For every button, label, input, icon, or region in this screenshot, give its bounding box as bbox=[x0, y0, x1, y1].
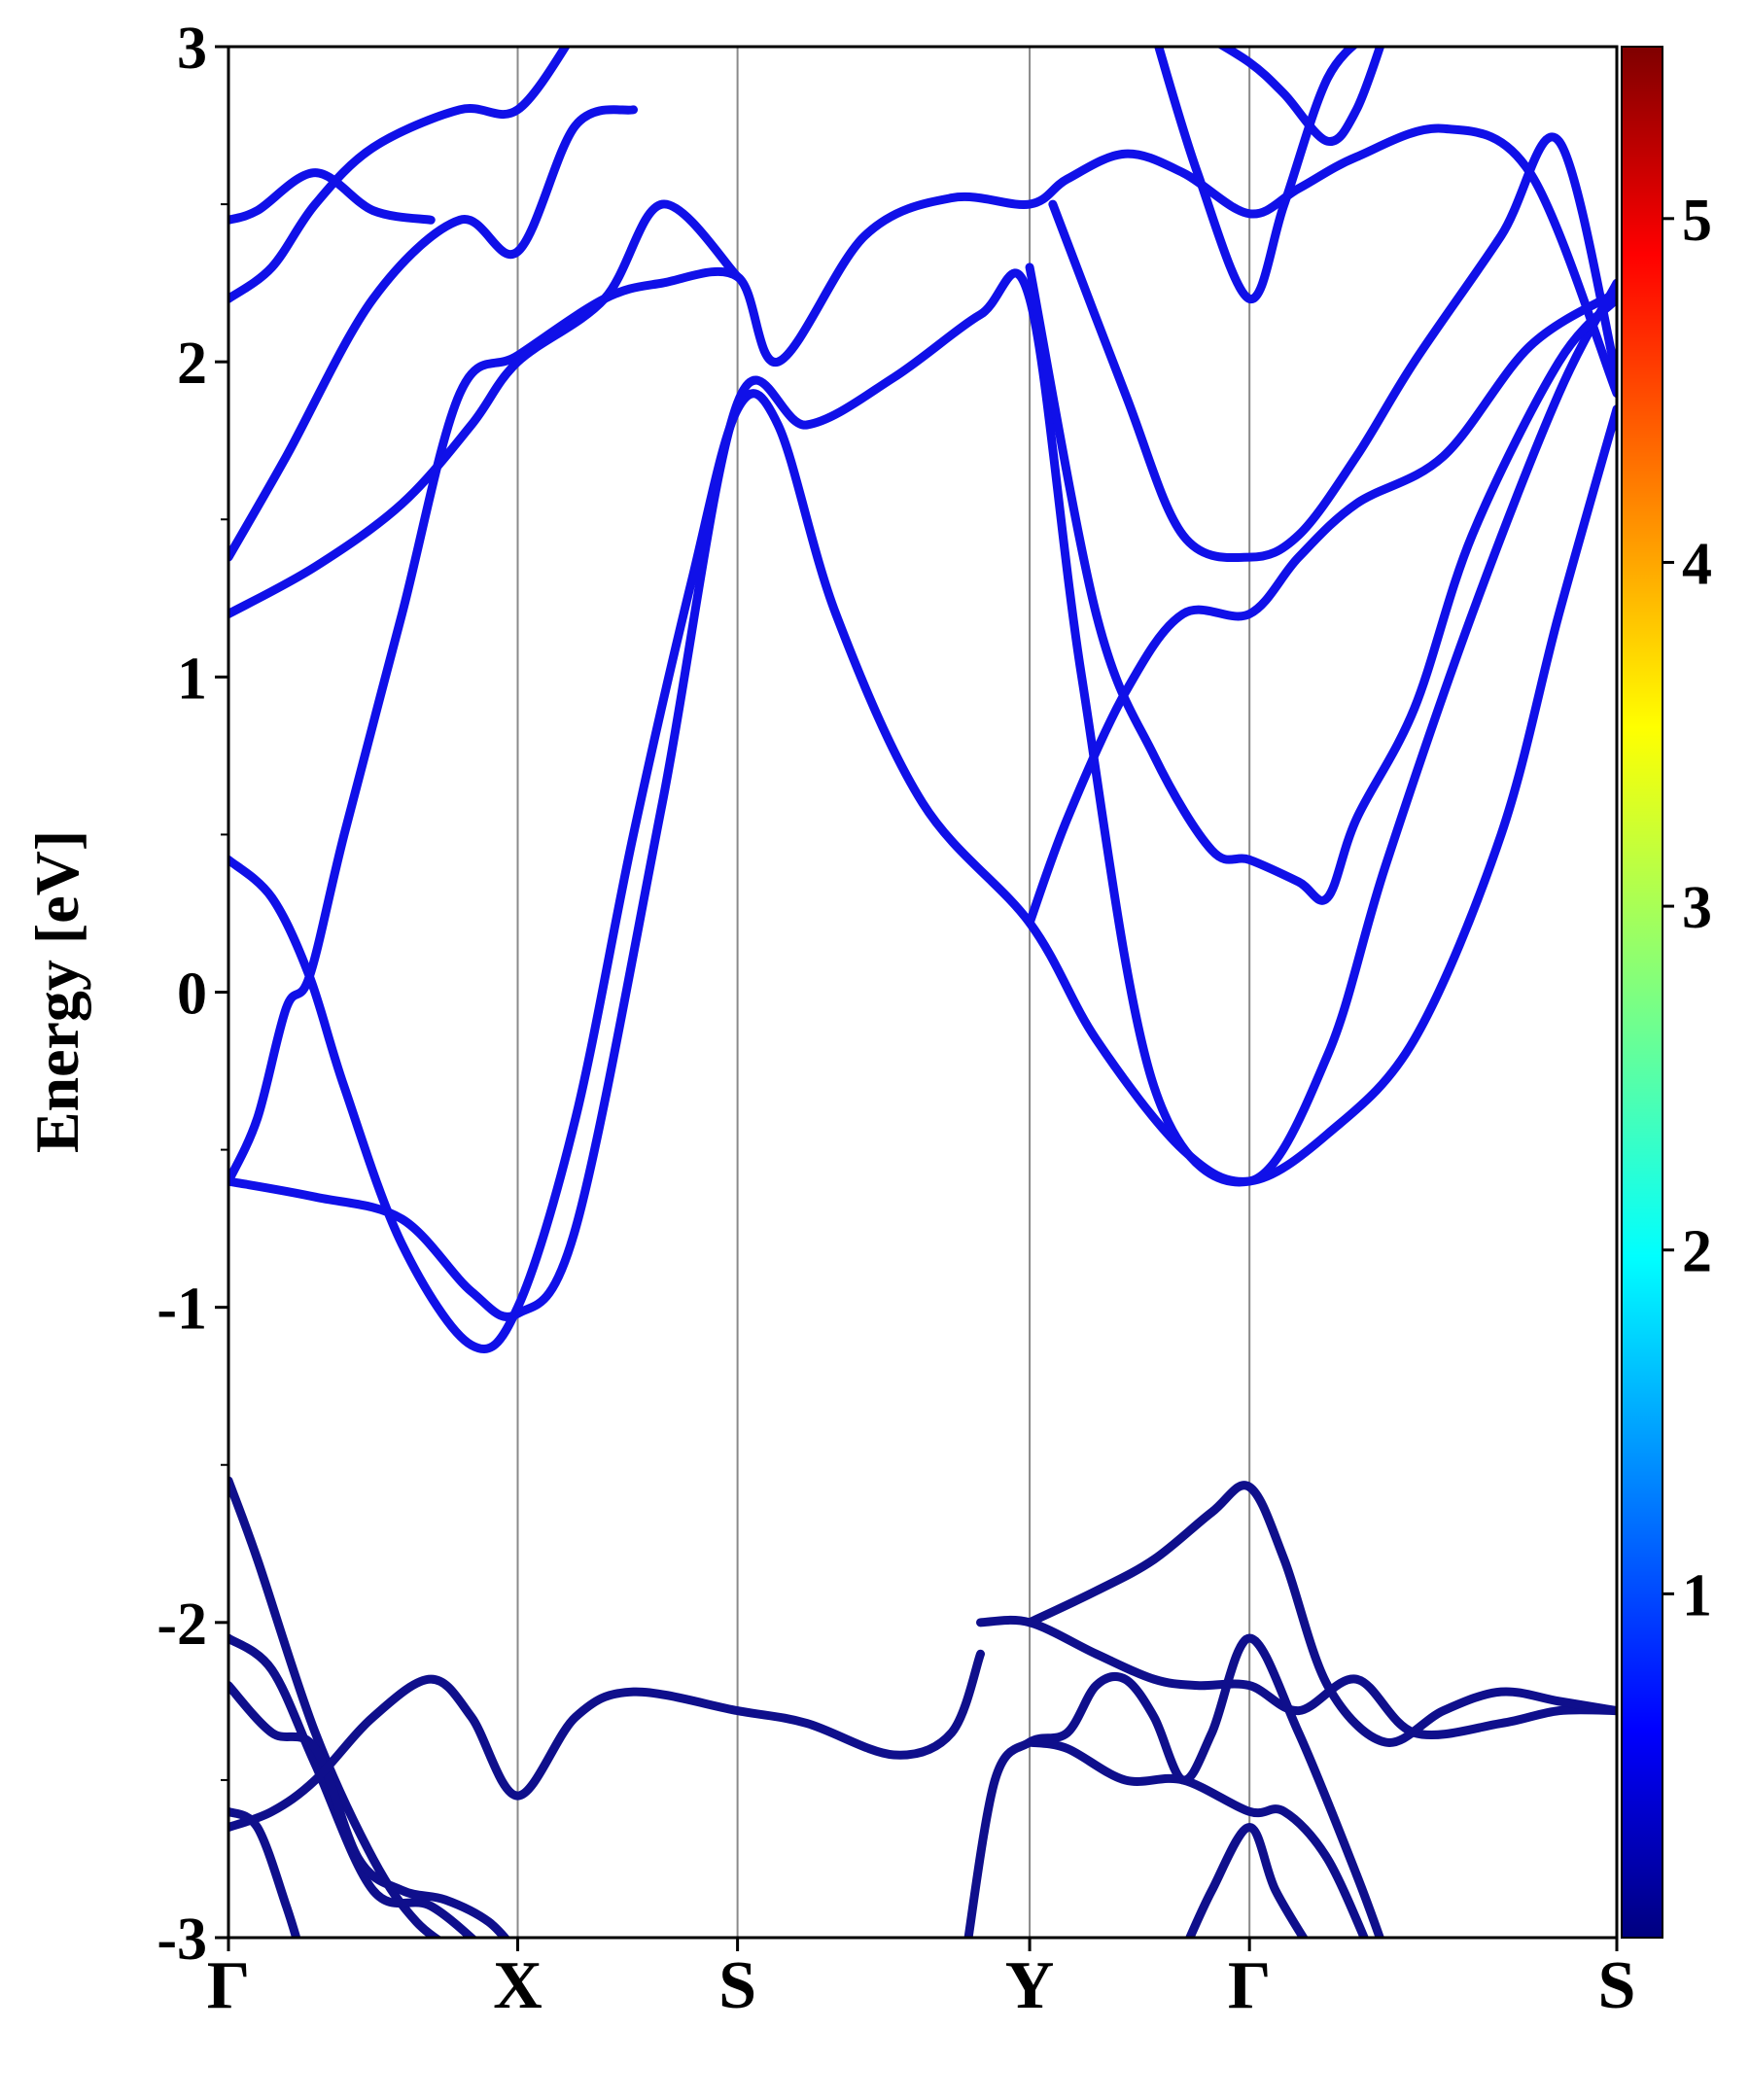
colorbar-ticks: 1 2 3 4 5 bbox=[1662, 188, 1712, 1628]
band-line bbox=[1025, 288, 1617, 928]
band-lines bbox=[228, 47, 1617, 1938]
band-line bbox=[228, 168, 436, 225]
band-line bbox=[1025, 262, 1617, 905]
colorbar-tick-label: 2 bbox=[1682, 1219, 1712, 1285]
band-line bbox=[1184, 1823, 1309, 1938]
band-line bbox=[228, 47, 571, 303]
band-line bbox=[228, 1681, 511, 1938]
x-tick-label: S bbox=[718, 1948, 756, 2023]
y-tick-label: -1 bbox=[157, 1277, 207, 1343]
y-axis-title: Energy [eV] bbox=[22, 830, 91, 1153]
y-tick-label: -3 bbox=[157, 1907, 207, 1973]
x-tick-label: Γ bbox=[1228, 1948, 1272, 2023]
y-axis-ticks: 3 2 1 0 -1 -2 -3 bbox=[157, 16, 228, 1973]
band-line bbox=[228, 105, 638, 562]
x-tick-label: Y bbox=[1005, 1948, 1055, 2023]
colorbar-tick-label: 5 bbox=[1682, 188, 1712, 254]
band-line bbox=[228, 268, 1617, 1321]
colorbar bbox=[1621, 46, 1663, 1939]
y-tick-label: 0 bbox=[177, 962, 207, 1028]
y-tick-label: 2 bbox=[177, 331, 207, 397]
band-line bbox=[1048, 132, 1617, 563]
y-tick-label: -2 bbox=[157, 1592, 207, 1658]
band-line bbox=[963, 1633, 1385, 1938]
y-tick-label: 3 bbox=[177, 16, 207, 82]
x-tick-label: Γ bbox=[207, 1948, 251, 2023]
plot-frame bbox=[227, 45, 1619, 1940]
y-tick-label: 1 bbox=[177, 646, 207, 712]
symmetry-grid-lines bbox=[516, 47, 1251, 1938]
band-line bbox=[228, 123, 1617, 1186]
band-line bbox=[228, 199, 743, 618]
band-line bbox=[1154, 47, 1359, 303]
x-tick-label: X bbox=[493, 1948, 542, 2023]
band-line bbox=[228, 1806, 301, 1938]
band-line bbox=[1025, 1481, 1617, 1747]
colorbar-tick-label: 1 bbox=[1682, 1562, 1712, 1628]
colorbar-tick-label: 3 bbox=[1682, 875, 1712, 941]
colorbar-tick-label: 4 bbox=[1682, 531, 1712, 597]
band-line bbox=[1025, 1737, 1370, 1938]
band-line bbox=[228, 1476, 443, 1938]
band-line bbox=[228, 389, 1617, 1353]
band-line bbox=[1215, 47, 1385, 146]
band-line bbox=[228, 1649, 985, 1833]
x-tick-label: S bbox=[1598, 1948, 1636, 2023]
